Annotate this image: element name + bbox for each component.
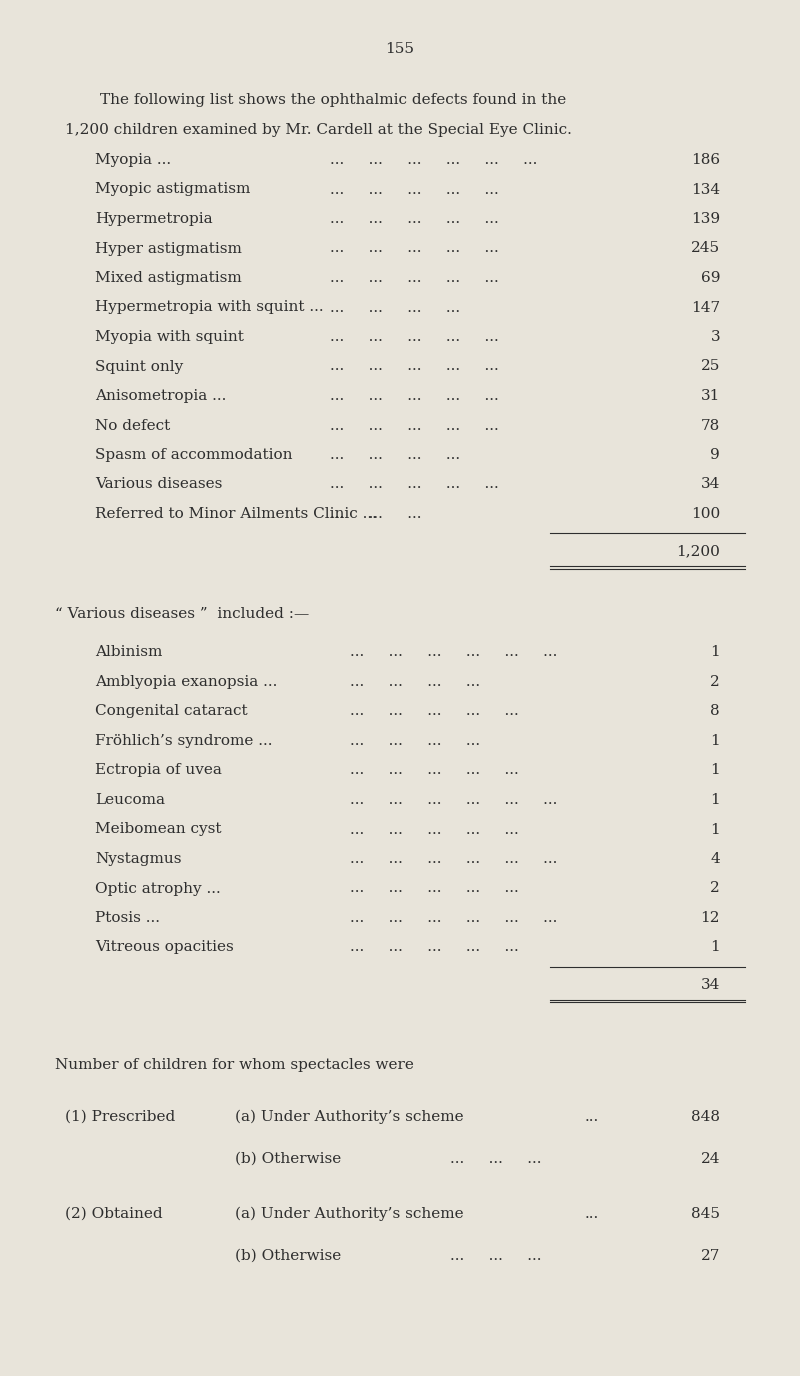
Text: 4: 4 <box>710 852 720 866</box>
Text: Ectropia of uvea: Ectropia of uvea <box>95 764 222 777</box>
Text: ...     ...     ...     ...     ...     ...: ... ... ... ... ... ... <box>350 645 558 659</box>
Text: 1,200 children examined by Mr. Cardell at the Special Eye Clinic.: 1,200 children examined by Mr. Cardell a… <box>65 122 572 138</box>
Text: ...     ...     ...: ... ... ... <box>330 506 422 522</box>
Text: Various diseases: Various diseases <box>95 477 222 491</box>
Text: 34: 34 <box>701 978 720 992</box>
Text: Vitreous opacities: Vitreous opacities <box>95 941 234 955</box>
Text: ...     ...     ...     ...     ...: ... ... ... ... ... <box>350 941 518 955</box>
Text: ...: ... <box>585 1207 599 1221</box>
Text: Mixed astigmatism: Mixed astigmatism <box>95 271 242 285</box>
Text: 1,200: 1,200 <box>676 545 720 559</box>
Text: Referred to Minor Ailments Clinic ...: Referred to Minor Ailments Clinic ... <box>95 506 377 522</box>
Text: 9: 9 <box>710 449 720 462</box>
Text: Amblyopia exanopsia ...: Amblyopia exanopsia ... <box>95 676 278 689</box>
Text: Optic atrophy ...: Optic atrophy ... <box>95 882 221 896</box>
Text: ...     ...     ...: ... ... ... <box>450 1152 542 1165</box>
Text: 34: 34 <box>701 477 720 491</box>
Text: ...     ...     ...     ...     ...     ...: ... ... ... ... ... ... <box>330 153 538 166</box>
Text: ...     ...     ...     ...: ... ... ... ... <box>350 733 480 749</box>
Text: ...     ...     ...     ...     ...     ...: ... ... ... ... ... ... <box>350 852 558 866</box>
Text: Hyper astigmatism: Hyper astigmatism <box>95 242 242 256</box>
Text: ...     ...     ...     ...: ... ... ... ... <box>330 449 460 462</box>
Text: Meibomean cyst: Meibomean cyst <box>95 823 222 837</box>
Text: 69: 69 <box>701 271 720 285</box>
Text: Nystagmus: Nystagmus <box>95 852 182 866</box>
Text: ...     ...     ...     ...     ...: ... ... ... ... ... <box>350 823 518 837</box>
Text: 1: 1 <box>710 823 720 837</box>
Text: 1: 1 <box>710 733 720 749</box>
Text: 845: 845 <box>691 1207 720 1221</box>
Text: 78: 78 <box>701 418 720 432</box>
Text: Leucoma: Leucoma <box>95 793 165 806</box>
Text: (a) Under Authority’s scheme: (a) Under Authority’s scheme <box>235 1110 464 1124</box>
Text: No defect: No defect <box>95 418 170 432</box>
Text: ...     ...     ...     ...     ...: ... ... ... ... ... <box>350 764 518 777</box>
Text: Fröhlich’s syndrome ...: Fröhlich’s syndrome ... <box>95 733 273 749</box>
Text: (b) Otherwise: (b) Otherwise <box>235 1249 342 1263</box>
Text: Spasm of accommodation: Spasm of accommodation <box>95 449 293 462</box>
Text: Ptosis ...: Ptosis ... <box>95 911 160 925</box>
Text: Myopia ...: Myopia ... <box>95 153 171 166</box>
Text: ...     ...     ...     ...     ...: ... ... ... ... ... <box>330 359 498 373</box>
Text: 1: 1 <box>710 764 720 777</box>
Text: ...     ...     ...     ...     ...     ...: ... ... ... ... ... ... <box>350 911 558 925</box>
Text: ...     ...     ...: ... ... ... <box>450 1249 542 1263</box>
Text: ...     ...     ...     ...     ...: ... ... ... ... ... <box>350 882 518 896</box>
Text: 245: 245 <box>691 242 720 256</box>
Text: 1: 1 <box>710 941 720 955</box>
Text: ...     ...     ...     ...     ...: ... ... ... ... ... <box>330 389 498 403</box>
Text: 100: 100 <box>690 506 720 522</box>
Text: Congenital cataract: Congenital cataract <box>95 705 248 718</box>
Text: (2) Obtained: (2) Obtained <box>65 1207 162 1221</box>
Text: ...     ...     ...     ...     ...: ... ... ... ... ... <box>330 477 498 491</box>
Text: ...     ...     ...     ...     ...: ... ... ... ... ... <box>330 418 498 432</box>
Text: ...     ...     ...     ...     ...: ... ... ... ... ... <box>330 183 498 197</box>
Text: 2: 2 <box>710 676 720 689</box>
Text: 2: 2 <box>710 882 720 896</box>
Text: Hypermetropia: Hypermetropia <box>95 212 213 226</box>
Text: (b) Otherwise: (b) Otherwise <box>235 1152 342 1165</box>
Text: Myopic astigmatism: Myopic astigmatism <box>95 183 250 197</box>
Text: (1) Prescribed: (1) Prescribed <box>65 1110 175 1124</box>
Text: ...     ...     ...     ...     ...: ... ... ... ... ... <box>330 242 498 256</box>
Text: 147: 147 <box>691 300 720 315</box>
Text: Anisometropia ...: Anisometropia ... <box>95 389 226 403</box>
Text: “ Various diseases ”  included :—: “ Various diseases ” included :— <box>55 607 310 622</box>
Text: 186: 186 <box>691 153 720 166</box>
Text: ...     ...     ...     ...: ... ... ... ... <box>330 300 460 315</box>
Text: ...     ...     ...     ...     ...: ... ... ... ... ... <box>330 271 498 285</box>
Text: 155: 155 <box>386 43 414 56</box>
Text: 1: 1 <box>710 645 720 659</box>
Text: ...     ...     ...     ...     ...: ... ... ... ... ... <box>330 330 498 344</box>
Text: ...: ... <box>585 1110 599 1124</box>
Text: Myopia with squint: Myopia with squint <box>95 330 244 344</box>
Text: (a) Under Authority’s scheme: (a) Under Authority’s scheme <box>235 1207 464 1222</box>
Text: 27: 27 <box>701 1249 720 1263</box>
Text: 8: 8 <box>710 705 720 718</box>
Text: 1: 1 <box>710 793 720 806</box>
Text: ...     ...     ...     ...     ...     ...: ... ... ... ... ... ... <box>350 793 558 806</box>
Text: Albinism: Albinism <box>95 645 162 659</box>
Text: ...     ...     ...     ...     ...: ... ... ... ... ... <box>350 705 518 718</box>
Text: Number of children for whom spectacles were: Number of children for whom spectacles w… <box>55 1058 414 1072</box>
Text: The following list shows the ophthalmic defects found in the: The following list shows the ophthalmic … <box>100 94 566 107</box>
Text: 3: 3 <box>710 330 720 344</box>
Text: 134: 134 <box>691 183 720 197</box>
Text: ...     ...     ...     ...     ...: ... ... ... ... ... <box>330 212 498 226</box>
Text: Hypermetropia with squint ...: Hypermetropia with squint ... <box>95 300 324 315</box>
Text: 25: 25 <box>701 359 720 373</box>
Text: 24: 24 <box>701 1152 720 1165</box>
Text: 12: 12 <box>701 911 720 925</box>
Text: ...     ...     ...     ...: ... ... ... ... <box>350 676 480 689</box>
Text: 848: 848 <box>691 1110 720 1124</box>
Text: Squint only: Squint only <box>95 359 183 373</box>
Text: 139: 139 <box>691 212 720 226</box>
Text: 31: 31 <box>701 389 720 403</box>
